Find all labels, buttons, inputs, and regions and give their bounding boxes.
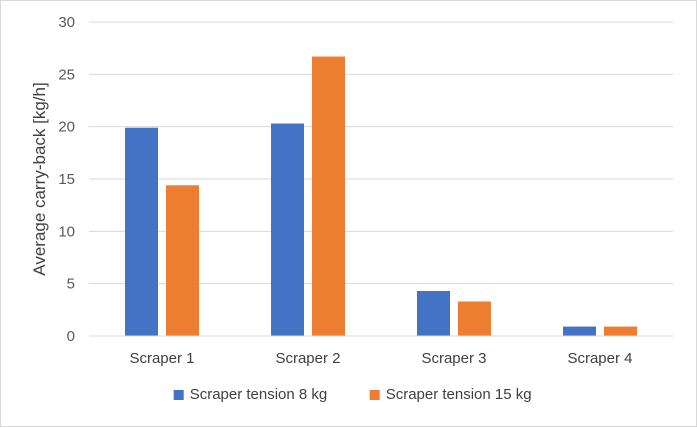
- legend: Scraper tension 8 kg Scraper tension 15 k…: [173, 386, 532, 403]
- y-tick-label: 20: [58, 119, 75, 136]
- x-category-label: Scraper 3: [421, 350, 486, 367]
- x-category-label: Scraper 2: [275, 350, 340, 367]
- y-tick-label: 15: [58, 171, 75, 188]
- bar-scraper-3-series-1: [417, 290, 450, 336]
- x-axis-categories: Scraper 1 Scraper 2 Scraper 3 Scraper 4: [129, 350, 632, 367]
- bar-scraper-4-series-2: [604, 326, 637, 336]
- bars: [125, 56, 637, 336]
- legend-swatch: [369, 390, 380, 400]
- bar-scraper-2-series-1: [271, 123, 304, 336]
- bar-scraper-4-series-1: [563, 326, 596, 336]
- y-tick-label: 25: [58, 66, 75, 83]
- y-axis-ticks: 0 5 10 15 20 25 30: [58, 14, 75, 345]
- bar-scraper-2-series-2: [312, 56, 345, 336]
- y-tick-label: 0: [67, 328, 75, 345]
- legend-label: Scraper tension 8 kg: [190, 386, 328, 403]
- legend-label: Scraper tension 15 kg: [386, 386, 532, 403]
- y-axis-title: Average carry-back [kg/h]: [30, 82, 49, 275]
- y-tick-label: 10: [58, 223, 75, 240]
- legend-swatch: [173, 390, 184, 400]
- x-category-label: Scraper 1: [129, 350, 194, 367]
- bar-scraper-1-series-2: [166, 185, 199, 336]
- bar-scraper-1-series-1: [125, 127, 158, 336]
- y-tick-label: 5: [67, 276, 75, 293]
- y-tick-label: 30: [58, 14, 75, 31]
- x-category-label: Scraper 4: [567, 350, 632, 367]
- bar-scraper-3-series-2: [458, 301, 491, 336]
